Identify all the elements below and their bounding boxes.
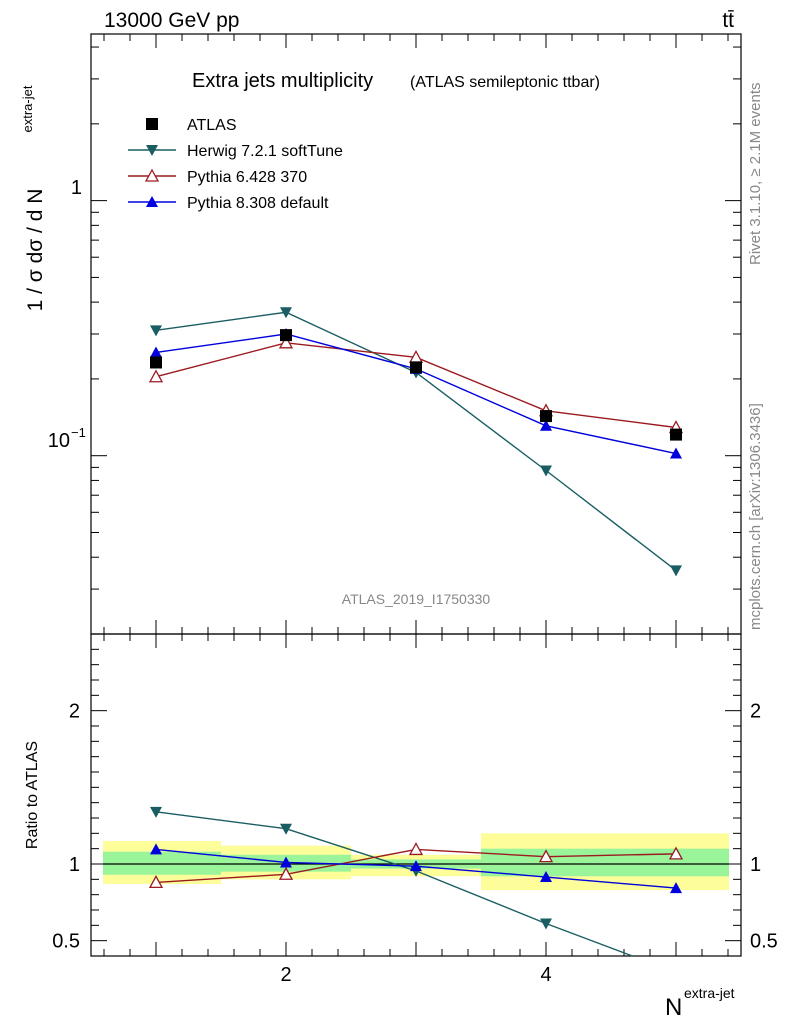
- ratio-ytick-label-right: 2: [750, 701, 761, 723]
- legend-marker-pythia-8-308-default: [146, 196, 158, 207]
- main-point-pythia-8-308-default: [670, 447, 682, 459]
- main-point-herwig-7-2-1-softtune: [280, 307, 292, 319]
- main-point-herwig-7-2-1-softtune: [150, 325, 162, 337]
- legend: ATLAS Herwig 7.2.1 softTune Pythia 6.428 3…: [128, 117, 343, 212]
- ratio-point-pythia-6-428-370: [408, 842, 424, 856]
- legend-marker-herwig-7-2-1-softtune: [146, 145, 158, 156]
- main-point-pythia-8-308-default: [540, 419, 552, 431]
- ratio-point-pythia-6-428-370: [278, 866, 294, 880]
- ratio-plot-frame: [90, 633, 742, 957]
- header-left: 13000 GeV pp: [104, 9, 239, 32]
- ratio-point-pythia-8-308-default: [150, 843, 162, 855]
- ratio-point-herwig-7-2-1-softtune: [150, 806, 162, 818]
- ratio-point-pythia-6-428-370: [538, 849, 554, 863]
- ratio-point-herwig-7-2-1-softtune: [280, 823, 292, 835]
- main-ylabel-sup: extra-jet: [20, 85, 35, 132]
- main-point-pythia-6-428-370: [278, 335, 294, 349]
- legend-label-pythia-6-428-370: Pythia 6.428 370: [187, 169, 307, 186]
- inner-band-bin-5: [611, 848, 729, 877]
- ratio-point-pythia-8-308-default: [540, 871, 552, 883]
- header-right: tt̄: [722, 9, 734, 32]
- main-ytick-label-0p1-exp: −1: [71, 425, 86, 440]
- mcplots-label: mcplots.cern.ch [arXiv:1306.3436]: [747, 403, 764, 630]
- ratio-ylabel: Ratio to ATLAS: [24, 741, 41, 849]
- main-point-atlas: [670, 428, 682, 441]
- main-point-atlas: [150, 356, 162, 369]
- ratio-ytick-label-right: 1: [750, 854, 761, 876]
- ratio-point-pythia-8-308-default: [280, 856, 292, 868]
- main-point-atlas: [410, 361, 422, 374]
- ratio-point-pythia-6-428-370: [148, 875, 164, 889]
- ratio-point-herwig-7-2-1-softtune: [540, 918, 552, 930]
- chart-title: Extra jets multiplicity: [192, 70, 373, 92]
- legend-label-herwig-7-2-1-softtune: Herwig 7.2.1 softTune: [187, 143, 343, 160]
- xlabel-sup: extra-jet: [684, 985, 735, 1001]
- inner-band-bin-1: [103, 851, 221, 875]
- ratio-ytick-label-left: 0.5: [52, 931, 80, 953]
- ratio-ytick-label-right: 0.5: [750, 931, 778, 953]
- main-point-herwig-7-2-1-softtune: [540, 465, 552, 477]
- main-point-pythia-6-428-370: [148, 369, 164, 383]
- xlabel: N: [665, 994, 682, 1021]
- main-point-atlas: [540, 410, 552, 423]
- analysis-watermark: ATLAS_2019_I1750330: [342, 591, 491, 607]
- rivet-label: Rivet 3.1.10, ≥ 2.1M events: [747, 83, 764, 266]
- main-point-herwig-7-2-1-softtune: [670, 565, 682, 577]
- x-tick-label: 2: [280, 964, 291, 986]
- ratio-ytick-label-left: 1: [69, 854, 80, 876]
- ratio-point-pythia-6-428-370: [668, 846, 684, 860]
- main-ylabel: 1 / σ dσ / d N: [24, 189, 47, 312]
- ratio-point-pythia-8-308-default: [670, 882, 682, 894]
- x-tick-label: 4: [540, 964, 551, 986]
- legend-marker-pythia-6-428-370: [144, 168, 160, 182]
- ratio-ytick-label-left: 2: [69, 701, 80, 723]
- legend-label-pythia-8-308-default: Pythia 8.308 default: [187, 195, 329, 212]
- legend-label-atlas: ATLAS: [187, 117, 237, 134]
- main-point-pythia-8-308-default: [150, 346, 162, 358]
- main-ytick-label-1: 1: [71, 177, 82, 199]
- chart-subtitle: (ATLAS semileptonic ttbar): [410, 74, 600, 91]
- main-ytick-label-0p1-base: 10: [48, 430, 70, 452]
- legend-marker-atlas: [146, 118, 158, 130]
- main-point-atlas: [280, 329, 292, 342]
- ratio-point-pythia-8-308-default: [410, 860, 422, 872]
- data-marks: [148, 307, 684, 957]
- axis-ticks: 2 4 0.5 0.5 1 1 2 2: [52, 34, 778, 986]
